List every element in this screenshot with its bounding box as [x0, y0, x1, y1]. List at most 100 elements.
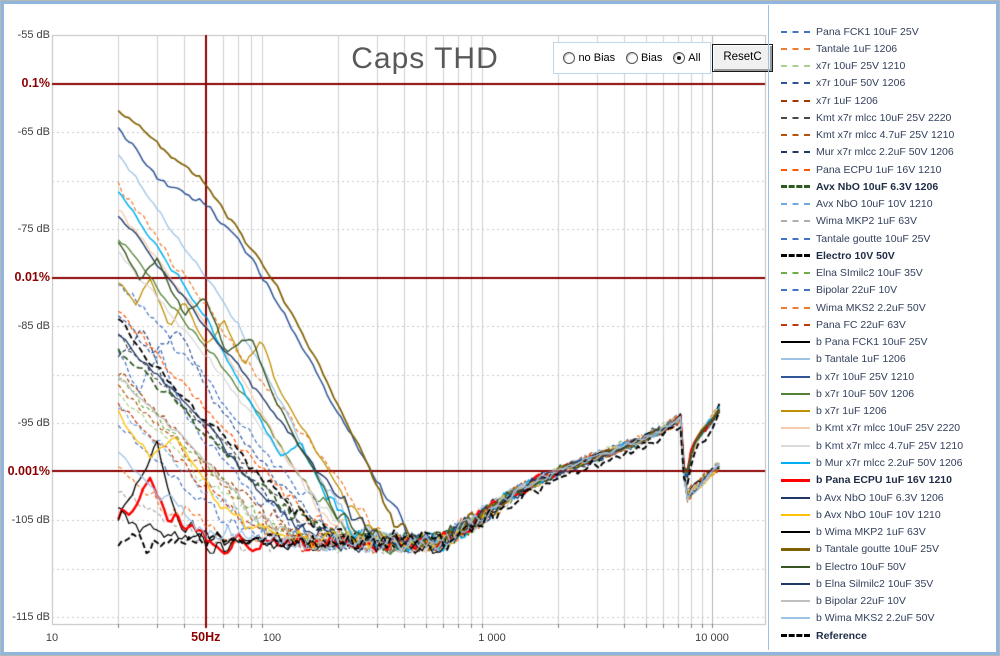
legend-item-label: Avx NbO 10uF 6.3V 1206 — [816, 180, 939, 193]
legend-item[interactable]: b Pana ECPU 1uF 16V 1210 — [781, 472, 995, 489]
legend-item[interactable]: x7r 10uF 50V 1206 — [781, 75, 995, 92]
reset-button[interactable]: ResetC — [712, 44, 773, 72]
legend-item[interactable]: b Pana FCK1 10uF 25V — [781, 334, 995, 351]
x-tick-label: 1 000 — [478, 632, 506, 644]
legend-item-label: Kmt x7r mlcc 10uF 25V 2220 — [816, 111, 952, 124]
legend-line-sample — [781, 185, 810, 189]
legend-item-label: Pana ECPU 1uF 16V 1210 — [816, 163, 942, 176]
legend-item[interactable]: b Electro 10uF 50V — [781, 558, 995, 575]
radio-bias-label: Bias — [641, 52, 663, 64]
legend-item[interactable]: Tantale goutte 10uF 25V — [781, 230, 995, 247]
legend-item-label: Mur x7r mlcc 2.2uF 50V 1206 — [816, 146, 954, 159]
legend-line-sample — [781, 634, 810, 638]
legend-line-sample — [781, 478, 810, 482]
legend-item[interactable]: b Tantale 1uF 1206 — [781, 351, 995, 368]
legend-item[interactable]: Electro 10V 50V — [781, 247, 995, 264]
legend-line-sample — [781, 444, 810, 447]
legend-line-sample — [781, 358, 810, 361]
legend-line-sample — [781, 220, 810, 223]
legend-item[interactable]: b x7r 1uF 1206 — [781, 403, 995, 420]
legend-item[interactable]: Kmt x7r mlcc 10uF 25V 2220 — [781, 109, 995, 126]
legend-item[interactable]: x7r 1uF 1206 — [781, 92, 995, 109]
legend-line-sample — [781, 531, 810, 534]
legend-item[interactable]: Bipolar 22uF 10V — [781, 282, 995, 299]
y-tick-label: -95 dB — [17, 417, 50, 429]
legend-line-sample — [781, 392, 810, 395]
chart-title: Caps THD — [351, 42, 499, 75]
radio-bias-circle[interactable] — [626, 52, 639, 64]
radio-all-circle[interactable] — [673, 52, 686, 64]
legend-item-label: x7r 10uF 50V 1206 — [816, 77, 906, 90]
legend-line-sample — [781, 30, 810, 33]
radio-bias[interactable]: Bias — [626, 52, 662, 64]
legend-line-sample — [781, 323, 810, 326]
legend-item[interactable]: Wima MKP2 1uF 63V — [781, 213, 995, 230]
legend-item-label: b Tantale goutte 10uF 25V — [816, 543, 939, 556]
legend-line-sample — [781, 547, 810, 551]
legend-item[interactable]: b Kmt x7r mlcc 4.7uF 25V 1210 — [781, 437, 995, 454]
legend-item-label: b Elna Silmilc2 10uF 35V — [816, 577, 934, 590]
legend-item[interactable]: Pana FCK1 10uF 25V — [781, 23, 995, 40]
legend-line-sample — [781, 375, 810, 378]
percent-threshold-label: 0.001% — [7, 463, 50, 478]
legend-item[interactable]: b Wima MKS2 2.2uF 50V — [781, 610, 995, 627]
legend-item[interactable]: b x7r 10uF 25V 1210 — [781, 368, 995, 385]
legend-item[interactable]: Elna SImilc2 10uF 35V — [781, 265, 995, 282]
legend-item[interactable]: Avx NbO 10uF 6.3V 1206 — [781, 178, 995, 195]
radio-no-bias[interactable]: no Bias — [563, 52, 615, 64]
x-tick-label: 10 — [45, 632, 59, 644]
x-tick-label: 10 000 — [695, 632, 729, 644]
legend-item-label: b Bipolar 22uF 10V — [816, 595, 906, 608]
legend-item-label: b Kmt x7r mlcc 4.7uF 25V 1210 — [816, 439, 964, 452]
legend-item[interactable]: Tantale 1uF 1206 — [781, 40, 995, 57]
legend-item[interactable]: Mur x7r mlcc 2.2uF 50V 1206 — [781, 144, 995, 161]
legend-item[interactable]: Reference — [781, 627, 995, 644]
legend-item-label: b Mur x7r mlcc 2.2uF 50V 1206 — [816, 457, 963, 469]
legend-item-label: b x7r 1uF 1206 — [816, 405, 887, 418]
legend-line-sample — [781, 341, 810, 344]
legend-item[interactable]: b Mur x7r mlcc 2.2uF 50V 1206 — [781, 455, 995, 472]
legend-line-sample — [781, 203, 810, 206]
legend-item[interactable]: Pana FC 22uF 63V — [781, 316, 995, 333]
legend-item-label: b Avx NbO 10uF 10V 1210 — [816, 508, 941, 521]
y-tick-label: -85 dB — [17, 320, 50, 332]
legend-item[interactable]: b Avx NbO 10uF 10V 1210 — [781, 506, 995, 523]
legend-item-label: b Wima MKP2 1uF 63V — [816, 526, 926, 539]
legend-item[interactable]: b Avx NbO 10uF 6.3V 1206 — [781, 489, 995, 506]
legend-item[interactable]: Avx NbO 10uF 10V 1210 — [781, 196, 995, 213]
legend-item[interactable]: Kmt x7r mlcc 4.7uF 25V 1210 — [781, 127, 995, 144]
legend-item-label: b x7r 10uF 25V 1210 — [816, 370, 915, 383]
radio-no-bias-circle[interactable] — [563, 52, 576, 64]
legend-line-sample — [781, 617, 810, 620]
legend-item[interactable]: b Kmt x7r mlcc 10uF 25V 2220 — [781, 420, 995, 437]
legend-item[interactable]: x7r 10uF 25V 1210 — [781, 58, 995, 75]
legend-line-sample — [781, 134, 810, 137]
legend-item-label: Elna SImilc2 10uF 35V — [816, 267, 923, 280]
y-tick-label: -105 dB — [11, 514, 50, 526]
y-tick-label: -115 dB — [12, 611, 50, 623]
y-tick-label: -65 dB — [17, 126, 50, 138]
legend-line-sample — [781, 410, 810, 413]
legend-line-sample — [781, 565, 810, 568]
legend-item[interactable]: b Bipolar 22uF 10V — [781, 593, 995, 610]
legend-item-label: Bipolar 22uF 10V — [816, 284, 898, 297]
radio-all[interactable]: All — [673, 52, 701, 64]
legend-item[interactable]: Wima MKS2 2.2uF 50V — [781, 299, 995, 316]
freq-marker-label: 50Hz — [191, 630, 221, 644]
legend-item[interactable]: b Wima MKP2 1uF 63V — [781, 524, 995, 541]
legend-line-sample — [781, 99, 810, 102]
legend-item[interactable]: b x7r 10uF 50V 1206 — [781, 385, 995, 402]
legend-item[interactable]: b Elna Silmilc2 10uF 35V — [781, 575, 995, 592]
legend-item-label: Electro 10V 50V — [816, 249, 895, 262]
legend-item-label: b Electro 10uF 50V — [816, 560, 906, 573]
legend-item-label: b Pana FCK1 10uF 25V — [816, 336, 928, 349]
legend-line-sample — [781, 168, 810, 171]
legend-item-label: Wima MKS2 2.2uF 50V — [816, 301, 926, 314]
legend-item[interactable]: b Tantale goutte 10uF 25V — [781, 541, 995, 558]
legend-item[interactable]: Pana ECPU 1uF 16V 1210 — [781, 161, 995, 178]
legend-line-sample — [781, 254, 810, 258]
legend-line-sample — [781, 462, 810, 464]
legend-line-sample — [781, 65, 810, 68]
